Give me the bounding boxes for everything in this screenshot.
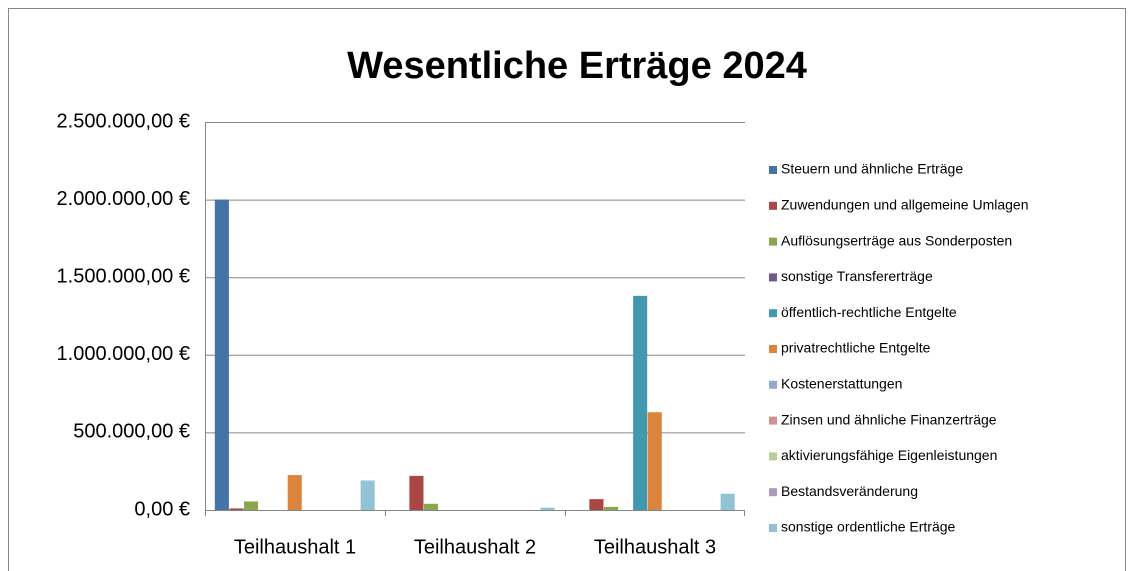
bar	[423, 503, 439, 510]
legend-swatch	[769, 309, 777, 318]
legend-label: öffentlich-rechtliche Entgelte	[781, 304, 957, 320]
legend-label: sonstige ordentliche Erträge	[781, 519, 956, 535]
legend-label: Kostenerstattungen	[781, 376, 902, 392]
bar	[633, 295, 648, 510]
bar	[409, 475, 424, 510]
legend-swatch	[769, 273, 777, 282]
legend-swatch	[769, 237, 777, 246]
x-tick-label: Teilhaushalt 1	[234, 536, 356, 558]
bar	[360, 480, 375, 510]
legend-label: Steuern und ähnliche Erträge	[781, 161, 963, 177]
legend-label: Bestandsveränderung	[781, 483, 918, 499]
legend-swatch	[769, 380, 777, 389]
legend-label: Zuwendungen und allgemeine Umlagen	[781, 197, 1029, 213]
y-tick-label: 1.500.000,00 €	[57, 265, 190, 287]
y-tick-label: 500.000,00 €	[73, 421, 190, 443]
y-tick-label: 2.000.000,00 €	[57, 188, 190, 210]
legend-swatch	[769, 452, 777, 461]
bar	[720, 493, 735, 510]
chart-frame	[8, 8, 1126, 571]
legend-label: sonstige Transfererträge	[781, 268, 933, 284]
x-tick-label: Teilhaushalt 3	[594, 536, 716, 558]
legend-swatch	[769, 524, 777, 532]
bar	[540, 507, 555, 510]
bar	[214, 199, 229, 510]
bar	[243, 501, 259, 510]
legend-swatch	[769, 345, 777, 353]
bar	[589, 499, 604, 510]
legend-swatch	[769, 166, 777, 174]
chart-title: Wesentliche Erträge 2024	[347, 45, 807, 87]
legend-swatch	[769, 416, 777, 425]
legend-label: Zinsen und ähnliche Finanzerträge	[781, 411, 997, 427]
bar	[229, 508, 244, 510]
legend-label: privatrechtliche Entgelte	[781, 340, 931, 356]
legend-swatch	[769, 488, 777, 497]
y-tick-label: 1.000.000,00 €	[57, 343, 190, 365]
y-tick-label: 2.500.000,00 €	[57, 110, 190, 132]
legend-swatch	[769, 201, 777, 210]
y-tick-label: 0,00 €	[134, 498, 190, 520]
legend-label: Auflösungserträge aus Sonderposten	[781, 232, 1012, 248]
bar	[647, 412, 662, 510]
bar	[287, 475, 302, 510]
legend-label: aktivierungsfähige Eigenleistungen	[781, 447, 997, 463]
x-tick-label: Teilhaushalt 2	[414, 536, 536, 558]
bar	[603, 506, 619, 510]
